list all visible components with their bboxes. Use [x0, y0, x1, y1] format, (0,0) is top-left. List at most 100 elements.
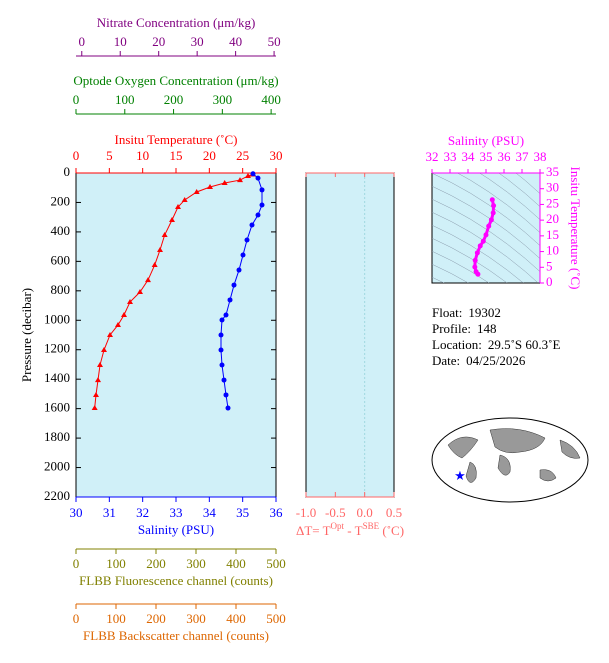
tick-label: 0	[546, 274, 553, 289]
density-contour	[432, 237, 508, 283]
tick-label: 400	[261, 92, 281, 107]
x-axis-title-part: Opt	[331, 521, 345, 531]
axis-title: Salinity (PSU)	[138, 522, 214, 537]
axis-title: FLBB Backscatter channel (counts)	[83, 628, 269, 643]
data-point	[227, 297, 233, 303]
tick-label: 200	[146, 556, 166, 571]
y-tick-label: 600	[51, 252, 71, 267]
data-point	[137, 288, 143, 294]
tick-label: 300	[186, 556, 206, 571]
y-tick-label: 1000	[44, 311, 70, 326]
data-point	[218, 332, 224, 338]
data-point	[218, 347, 224, 353]
data-point	[237, 177, 243, 183]
y-tick-label: 1400	[44, 370, 70, 385]
tick-label: 0.5	[386, 505, 402, 520]
x-axis-title-part: (˚C)	[379, 523, 404, 538]
float-info: Date: 04/25/2026	[432, 353, 526, 368]
tick-label: 25	[546, 195, 559, 210]
data-point	[255, 175, 261, 181]
axis-title: FLBB Fluorescence channel (counts)	[79, 573, 273, 588]
tick-label: 32	[136, 505, 149, 520]
x-axis-title-part: ΔT= T	[296, 523, 331, 538]
tick-label: 10	[114, 34, 127, 49]
x-axis-title: ΔT= TOpt - TSBE (˚C)	[296, 521, 404, 538]
float-info: Float: 19302	[432, 305, 501, 320]
x-axis-title-part: - T	[344, 523, 363, 538]
tick-label: 300	[186, 611, 206, 626]
tick-label: -0.5	[325, 505, 346, 520]
data-point	[193, 188, 200, 194]
ts-point	[480, 238, 486, 244]
world-map: ★	[431, 417, 589, 503]
float-info: Location: 29.5˚S 60.3˚E	[432, 337, 560, 352]
data-point	[207, 183, 213, 189]
tick-label: 25	[236, 148, 249, 163]
data-point	[259, 202, 265, 208]
tick-label: 20	[546, 211, 559, 226]
tick-label: 300	[213, 92, 233, 107]
ts-point	[483, 232, 489, 238]
data-point	[249, 222, 255, 228]
tick-label: 0	[79, 34, 86, 49]
tick-label: 500	[266, 611, 286, 626]
plot-area	[75, 172, 277, 498]
tick-label: 15	[170, 148, 183, 163]
tick-label: 30	[70, 505, 83, 520]
tick-label: 200	[146, 611, 166, 626]
data-point	[151, 262, 158, 268]
y-tick-label: 400	[51, 223, 71, 238]
tick-label: 30	[546, 180, 559, 195]
ts-point	[473, 269, 479, 275]
axis-title: Insitu Temperature (˚C)	[114, 132, 237, 147]
density-contour	[432, 224, 524, 283]
data-point	[221, 377, 227, 383]
tick-label: 35	[236, 505, 249, 520]
x-axis-title-part: SBE	[363, 521, 380, 531]
ts-point	[490, 210, 496, 216]
y-tick-label: 1200	[44, 341, 70, 356]
tick-label: 5	[546, 258, 553, 273]
density-contour	[432, 211, 539, 283]
data-point	[127, 299, 133, 305]
info-value: 29.5˚S 60.3˚E	[488, 337, 561, 352]
ts-point	[491, 203, 497, 209]
tick-label: 32	[426, 149, 439, 164]
data-point	[225, 405, 231, 411]
tick-label: 100	[106, 556, 126, 571]
data-point	[219, 362, 225, 368]
data-point	[115, 321, 121, 327]
data-point	[221, 180, 228, 186]
density-contour	[432, 198, 540, 272]
tick-label: 100	[106, 611, 126, 626]
tick-label: 15	[546, 227, 559, 242]
tick-label: 20	[203, 148, 216, 163]
ts-point	[477, 243, 483, 249]
data-point	[95, 377, 101, 383]
tick-label: 33	[170, 505, 183, 520]
data-point	[145, 277, 151, 283]
y-tick-label: 200	[51, 193, 71, 208]
y-tick-label: 2200	[44, 488, 70, 503]
tick-label: 400	[226, 556, 246, 571]
ts-point	[489, 197, 495, 203]
tick-label: 10	[136, 148, 149, 163]
info-label: Date:	[432, 353, 460, 368]
tick-label: 31	[103, 505, 116, 520]
data-point	[245, 172, 251, 178]
y-tick-label: 800	[51, 282, 71, 297]
info-label: Float:	[432, 305, 462, 320]
info-label: Profile:	[432, 321, 471, 336]
tick-label: 10	[546, 243, 559, 258]
tick-label: 0	[73, 92, 80, 107]
axis-title: Nitrate Concentration (μm/kg)	[97, 15, 256, 30]
tick-label: 30	[191, 34, 204, 49]
data-point	[97, 362, 103, 368]
info-value: 148	[477, 321, 497, 336]
data-point	[175, 204, 181, 210]
plot-area	[305, 172, 395, 498]
tick-label: 400	[226, 611, 246, 626]
data-point	[107, 332, 113, 337]
tick-label: 200	[164, 92, 184, 107]
info-value: 04/25/2026	[466, 353, 526, 368]
